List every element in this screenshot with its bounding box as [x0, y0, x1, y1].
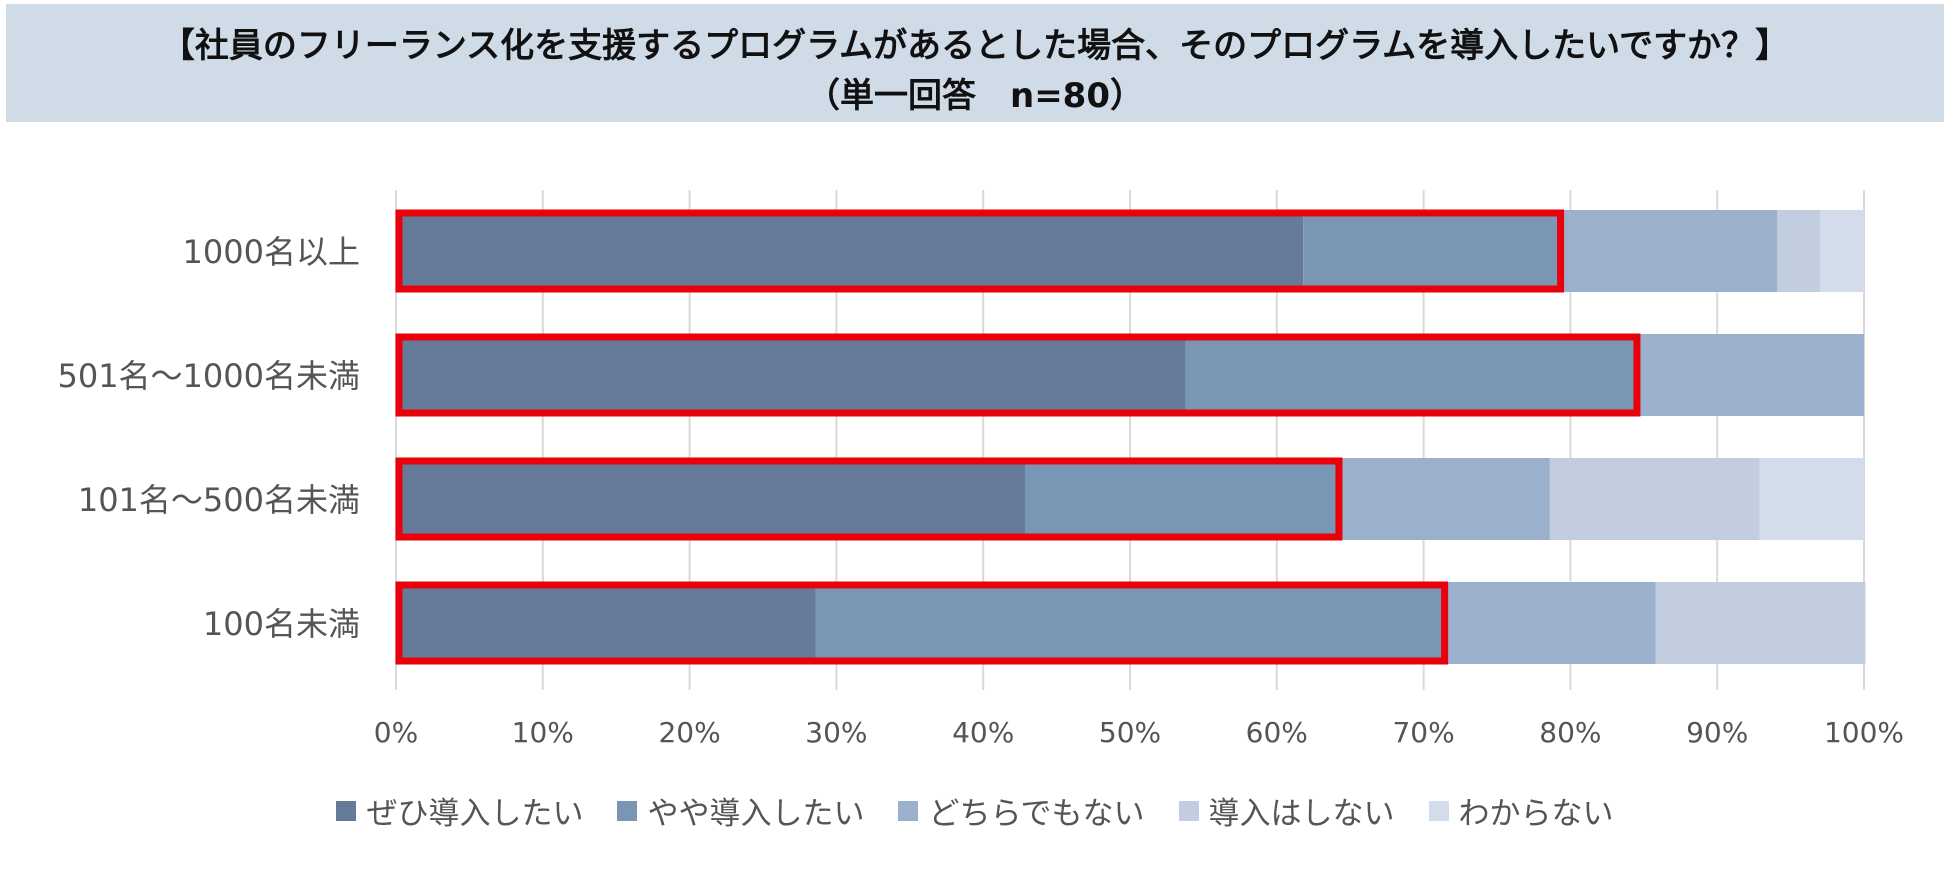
highlight-box	[395, 581, 1449, 665]
bar-segment	[1637, 334, 1864, 416]
chart-subtitle: （単一回答 n=80）	[805, 76, 1144, 116]
x-tick-label: 20%	[658, 716, 720, 749]
bar-segment	[396, 210, 1304, 292]
bar-segment	[1561, 210, 1778, 292]
legend-swatch	[1428, 800, 1449, 821]
bar-segment	[396, 334, 1186, 416]
legend-label: やや導入したい	[647, 796, 865, 832]
bar-segment	[1777, 210, 1820, 292]
x-tick-label: 60%	[1246, 716, 1308, 749]
bar-segment	[1339, 458, 1550, 540]
legend-label: 導入はしない	[1208, 796, 1395, 832]
highlight-box	[395, 457, 1343, 541]
legend-label: わからない	[1458, 796, 1614, 832]
bar-segment	[396, 582, 816, 664]
bar-segment	[1549, 458, 1760, 540]
bar-segment	[396, 458, 1026, 540]
legend-swatch	[336, 800, 357, 821]
chart-title: 【社員のフリーランス化を支援するプログラムがあるとした場合、そのプログラムを導入…	[160, 26, 1790, 66]
highlight-box	[395, 209, 1565, 293]
bar-segment	[1819, 210, 1864, 292]
title-band: 【社員のフリーランス化を支援するプログラムがあるとした場合、そのプログラムを導入…	[6, 4, 1944, 122]
bar-segment	[1759, 458, 1864, 540]
bar-segment	[815, 582, 1446, 664]
legend-item: どちらでもない	[898, 788, 1145, 833]
category-label: 100名未満	[203, 605, 360, 643]
legend-swatch	[898, 800, 919, 821]
x-tick-label: 10%	[512, 716, 574, 749]
category-label: 501名～1000名未満	[57, 357, 360, 395]
chart-legend: ぜひ導入したい やや導入したい どちらでもない 導入はしない わからない	[0, 788, 1950, 833]
bar-segment	[1185, 334, 1638, 416]
x-tick-label: 90%	[1686, 716, 1748, 749]
legend-item: ぜひ導入したい	[336, 788, 583, 833]
bar-segment	[1025, 458, 1340, 540]
legend-item: わからない	[1428, 788, 1614, 833]
legend-label: どちらでもない	[928, 796, 1145, 832]
legend-label: ぜひ導入したい	[366, 796, 584, 832]
stacked-bar-chart: 0% 10% 20% 30% 40% 50% 60% 70% 80% 90% 100% 1000名以上…	[57, 190, 1904, 749]
x-tick-label: 100%	[1824, 716, 1904, 749]
x-tick-label: 0%	[374, 716, 418, 749]
legend-swatch	[1178, 800, 1199, 821]
bar-segment	[1655, 582, 1866, 664]
x-tick-label: 50%	[1099, 716, 1161, 749]
highlight-box	[395, 333, 1641, 417]
x-tick-label: 40%	[952, 716, 1014, 749]
category-label: 1000名以上	[183, 233, 360, 271]
legend-item: 導入はしない	[1178, 788, 1395, 833]
x-tick-label: 80%	[1539, 716, 1601, 749]
x-tick-label: 70%	[1392, 716, 1454, 749]
legend-swatch	[617, 800, 638, 821]
bar-segment	[1303, 210, 1562, 292]
x-tick-label: 30%	[805, 716, 867, 749]
category-label: 101名～500名未満	[78, 481, 360, 519]
legend-item: やや導入したい	[617, 788, 864, 833]
bar-segment	[1445, 582, 1656, 664]
